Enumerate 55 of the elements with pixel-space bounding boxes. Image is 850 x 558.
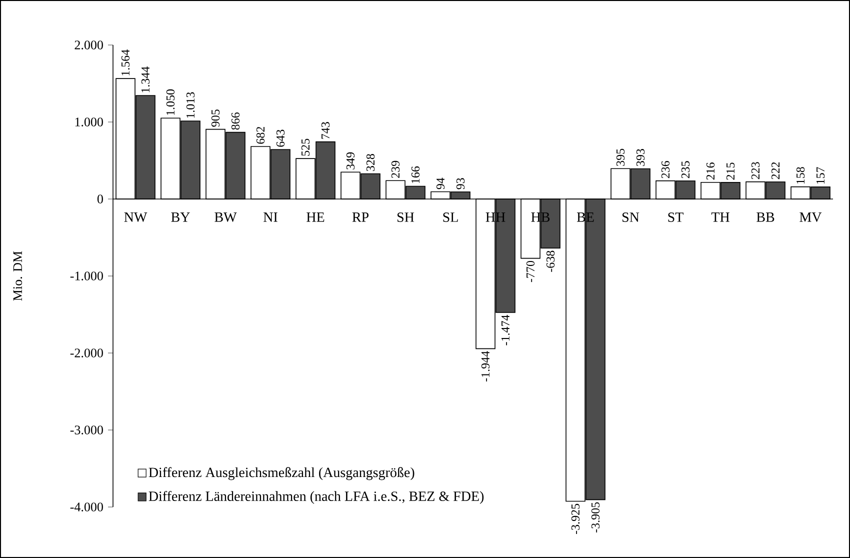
data-label: 1.344 bbox=[141, 66, 150, 92]
data-label: 216 bbox=[706, 162, 715, 180]
data-label: 525 bbox=[301, 138, 310, 156]
x-tick-label: HE bbox=[306, 212, 324, 222]
legend-label: Differenz Ausgleichsmeßzahl (Ausgangsgröße) bbox=[148, 467, 414, 480]
y-tick-label: -4.000 bbox=[70, 502, 103, 512]
data-label: 866 bbox=[231, 112, 240, 130]
data-label: 157 bbox=[816, 167, 825, 184]
data-label: 1.013 bbox=[186, 92, 195, 118]
data-label: 1.050 bbox=[166, 89, 175, 115]
data-label: -638 bbox=[546, 250, 555, 272]
x-tick-label: MV bbox=[800, 212, 822, 222]
x-tick-label: SH bbox=[398, 212, 414, 222]
data-label: 158 bbox=[796, 167, 805, 184]
x-tick-label: RP bbox=[352, 212, 369, 222]
y-tick-label: 0 bbox=[97, 194, 103, 204]
x-tick-label: SN bbox=[622, 212, 640, 222]
data-label: 1.564 bbox=[121, 50, 130, 76]
x-tick-label: BW bbox=[214, 212, 237, 222]
data-label: 94 bbox=[436, 178, 445, 190]
y-tick-label: -3.000 bbox=[70, 426, 103, 434]
data-label: 328 bbox=[366, 154, 375, 171]
data-label: 239 bbox=[391, 160, 400, 178]
data-label: 166 bbox=[411, 166, 420, 183]
data-label: 223 bbox=[751, 162, 760, 180]
data-label: 222 bbox=[772, 162, 780, 180]
legend-label: Differenz Ländereinnahmen (nach LFA i.e.S., BEZ & FDE) bbox=[148, 490, 484, 504]
x-tick-label: TH bbox=[711, 212, 730, 222]
x-tick-label: BY bbox=[171, 212, 190, 222]
data-label: 215 bbox=[726, 162, 735, 180]
data-label: 349 bbox=[346, 152, 355, 170]
x-tick-label: NW bbox=[124, 212, 148, 222]
data-label: 395 bbox=[616, 148, 625, 166]
y-tick-label: -2.000 bbox=[70, 348, 103, 358]
data-label: -770 bbox=[526, 260, 535, 282]
y-axis-title: Mio. DM bbox=[13, 251, 22, 301]
data-label: 236 bbox=[661, 160, 670, 178]
x-tick-label: BB bbox=[756, 212, 774, 222]
data-label: 393 bbox=[636, 149, 645, 166]
data-label: -3.925 bbox=[571, 504, 580, 534]
data-label: 643 bbox=[276, 130, 285, 147]
data-label: 905 bbox=[211, 110, 220, 127]
y-tick-label: -1.000 bbox=[70, 272, 103, 280]
data-label: 235 bbox=[681, 161, 690, 178]
data-label: 93 bbox=[456, 178, 465, 190]
data-label: -1.944 bbox=[481, 351, 490, 382]
y-tick-label: 1.000 bbox=[75, 118, 103, 126]
y-tick-label: 2.000 bbox=[74, 40, 103, 50]
x-tick-label: ST bbox=[668, 212, 684, 222]
data-label: 682 bbox=[256, 126, 265, 144]
x-tick-label: SL bbox=[443, 212, 458, 222]
data-label: -1.474 bbox=[501, 314, 510, 346]
x-tick-label: NI bbox=[264, 212, 278, 222]
data-label: -3.905 bbox=[591, 502, 600, 532]
data-label: 743 bbox=[321, 122, 330, 139]
